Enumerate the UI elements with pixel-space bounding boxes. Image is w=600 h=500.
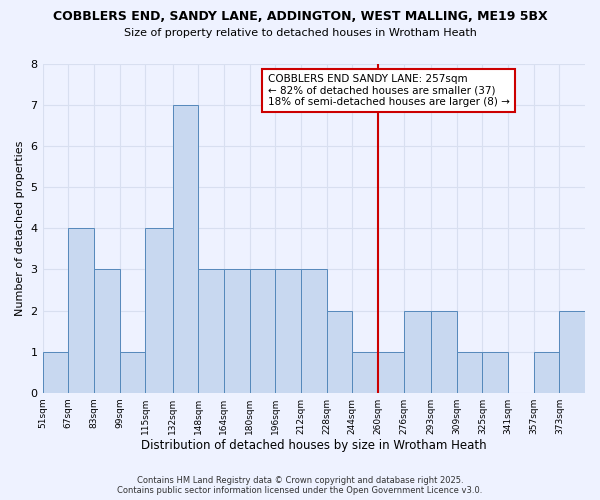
Bar [173, 105, 198, 393]
Bar [378, 352, 404, 393]
X-axis label: Distribution of detached houses by size in Wrotham Heath: Distribution of detached houses by size … [141, 440, 487, 452]
Bar [119, 352, 145, 393]
Text: Contains HM Land Registry data © Crown copyright and database right 2025.
Contai: Contains HM Land Registry data © Crown c… [118, 476, 482, 495]
Bar [404, 310, 431, 392]
Bar [482, 352, 508, 393]
Bar [94, 270, 119, 392]
Bar [145, 228, 173, 392]
Bar [43, 352, 68, 393]
Text: Size of property relative to detached houses in Wrotham Heath: Size of property relative to detached ho… [124, 28, 476, 38]
Bar [457, 352, 482, 393]
Bar [352, 352, 378, 393]
Bar [250, 270, 275, 392]
Bar [301, 270, 326, 392]
Bar [68, 228, 94, 392]
Bar [431, 310, 457, 392]
Bar [224, 270, 250, 392]
Bar [275, 270, 301, 392]
Y-axis label: Number of detached properties: Number of detached properties [15, 140, 25, 316]
Text: COBBLERS END SANDY LANE: 257sqm
← 82% of detached houses are smaller (37)
18% of: COBBLERS END SANDY LANE: 257sqm ← 82% of… [268, 74, 509, 107]
Bar [559, 310, 585, 392]
Text: COBBLERS END, SANDY LANE, ADDINGTON, WEST MALLING, ME19 5BX: COBBLERS END, SANDY LANE, ADDINGTON, WES… [53, 10, 547, 23]
Bar [198, 270, 224, 392]
Bar [533, 352, 559, 393]
Bar [326, 310, 352, 392]
